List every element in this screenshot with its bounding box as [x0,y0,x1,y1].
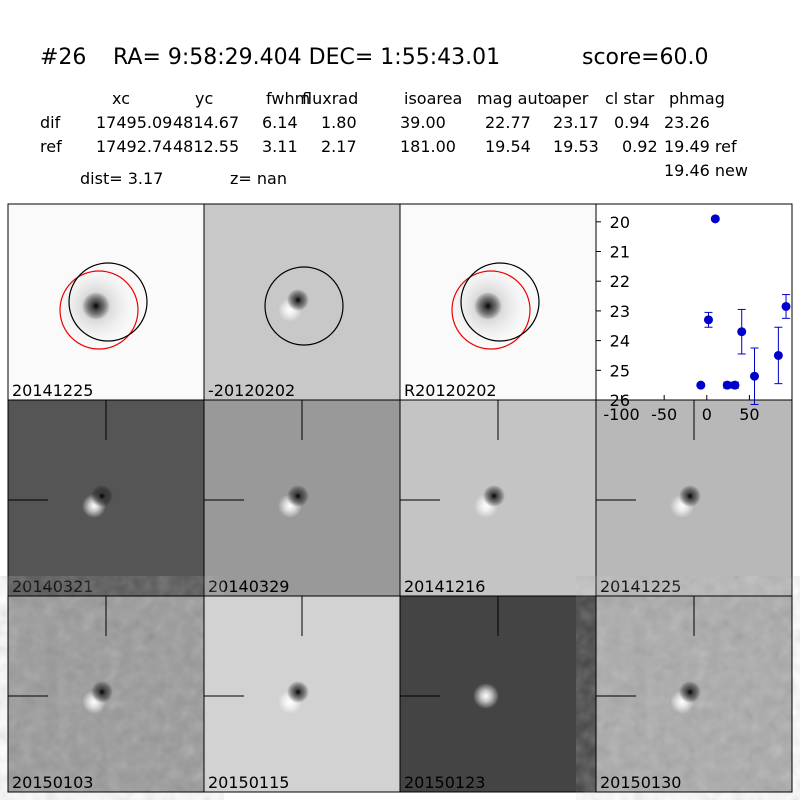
y-tick-label: 25 [610,361,630,380]
source-neg [91,681,113,703]
cell: 4812.55 [173,137,239,156]
cutout-label: 20140329 [208,577,289,596]
coordinates: RA= 9:58:29.404 DEC= 1:55:43.01 [113,45,500,70]
cutout: 20141216 [399,399,597,597]
cutout-label: 20140321 [12,577,93,596]
source-neg [679,485,701,507]
cell: 0.94 [614,113,650,132]
source-neg [679,681,701,703]
source [474,292,502,320]
cell: 17492.74 [96,137,172,156]
score: score=60.0 [582,45,709,70]
x-tick-label: -50 [651,405,677,424]
cell: 6.14 [262,113,298,132]
x-tick-label: 0 [702,405,712,424]
row-label: dif [40,113,61,132]
cell: 19.53 [553,137,599,156]
cell: 3.11 [262,137,298,156]
y-tick-label: 24 [610,332,630,351]
plot-frame [595,203,793,401]
aperture [451,270,531,350]
y-tick-label: 22 [610,272,630,291]
y-tick-label: 20 [610,213,630,232]
column-header: fwhm [266,89,310,108]
cell: 19.54 [485,137,531,156]
cutout-label: 20141225 [12,381,93,400]
cutout: 20150130 [595,595,793,793]
y-tick-label: 21 [610,243,630,262]
z: z= nan [230,169,287,188]
cutout: 20141225 [7,203,205,401]
cutout: R20120202 [399,203,597,401]
column-header: yc [195,89,213,108]
point [722,380,732,390]
column-header: xc [112,89,130,108]
column-header: mag auto [477,89,554,108]
dist: dist= 3.17 [80,169,163,188]
cutout-label: 20150115 [208,773,289,792]
cutout-label: 20150103 [12,773,93,792]
aperture [59,270,139,350]
source-neg [287,289,309,311]
column-header: isoarea [404,89,462,108]
cell: 17495.09 [96,113,172,132]
point [703,315,713,325]
x-tick-label: 50 [739,405,759,424]
source-neg [91,485,113,507]
point [750,371,760,381]
cutout: 20150123 [399,595,597,793]
cell: 22.77 [485,113,531,132]
column-header: fluxrad [302,89,358,108]
cutout-label: 20150123 [404,773,485,792]
cell: 1.80 [321,113,357,132]
aperture [460,262,540,342]
cell: 19.49 ref [664,137,737,156]
cutout-label: 20141216 [404,577,485,596]
new-mag: 19.46 new [664,161,748,180]
plot-bg [596,204,792,400]
cell: 0.92 [622,137,658,156]
source-neg [483,485,505,507]
aperture [68,262,148,342]
cutout: 20141225 [595,399,793,597]
cutout: -20120202 [203,203,401,401]
cutout-label: R20120202 [404,381,497,400]
point [773,350,783,360]
source-neg [287,681,309,703]
source [82,292,110,320]
row-label: ref [40,137,62,156]
cell: 2.17 [321,137,357,156]
panels: 20141225 -20120202 R20120202 20140321 201403… [7,203,793,793]
cutout: 20140329 [203,399,401,597]
y-tick-label: 23 [610,302,630,321]
column-header: phmag [669,89,725,108]
source-neg [287,485,309,507]
cutout-label: -20120202 [208,381,295,400]
source [473,683,499,709]
cell: 4814.67 [173,113,239,132]
point [710,214,720,224]
point [696,380,706,390]
point [781,301,791,311]
cutout: 20150115 [203,595,401,793]
aperture [264,266,344,346]
cell: 23.26 [664,113,710,132]
column-header: cl star [605,89,655,108]
candidate-id: #26 [40,45,86,70]
cutout: 20150103 [7,595,205,793]
cell: 23.17 [553,113,599,132]
cutout-label: 20141225 [600,577,681,596]
cell: 181.00 [400,137,456,156]
cell: 39.00 [400,113,446,132]
point [730,380,740,390]
x-tick-label: -100 [603,405,639,424]
point [737,327,747,337]
cutout: 20140321 [7,399,205,597]
cutout-frame [595,595,793,793]
column-header: aper [552,89,589,108]
cutout-label: 20150130 [600,773,681,792]
